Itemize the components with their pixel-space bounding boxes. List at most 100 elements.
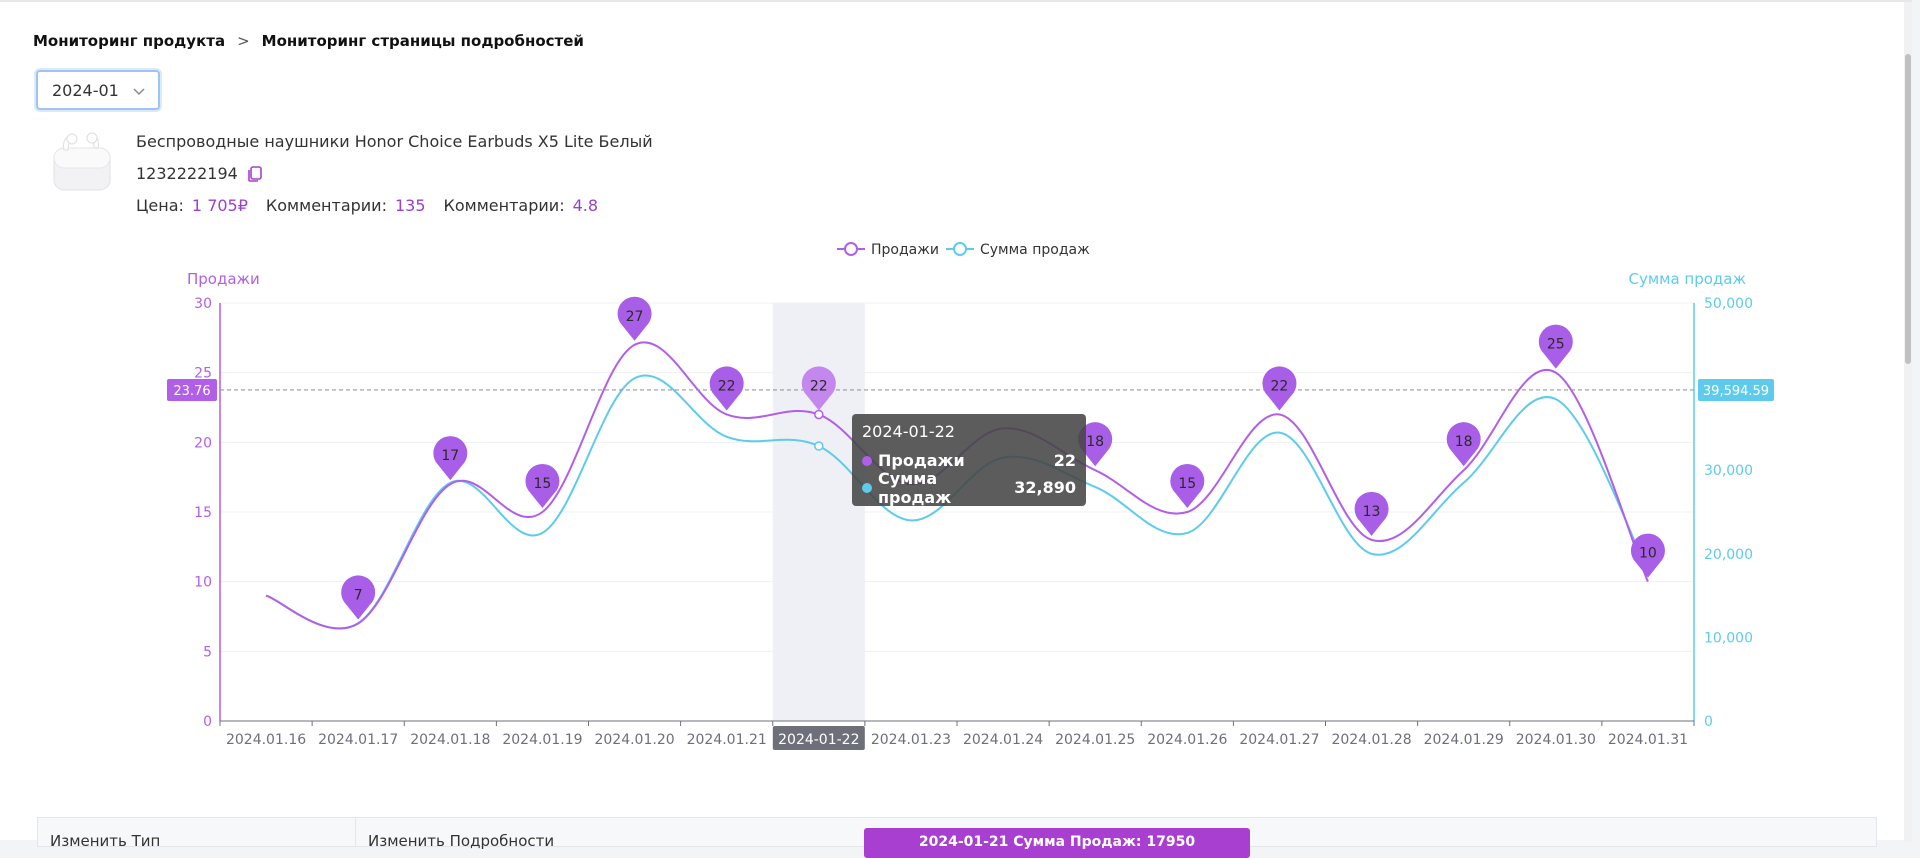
price-label: Цена: [136,196,184,215]
data-pin [1630,533,1665,578]
data-pin-label: 22 [718,378,736,394]
data-pin [801,366,836,411]
page-scrollbar[interactable] [1904,2,1912,842]
tooltip-row-value: 32,890 [1014,478,1076,497]
y-left-axis-title: Продажи [187,270,260,288]
data-pin-label: 25 [1547,337,1565,353]
x-tick-label: 2024.01.26 [1147,732,1227,748]
breadcrumb-item-product-monitoring[interactable]: Мониторинг продукта [33,32,226,50]
x-tick-label: 2024.01.28 [1331,732,1411,748]
y-left-tick-label: 5 [203,644,212,660]
data-pin [1170,463,1205,508]
legend-label: Продажи [871,242,939,258]
chevron-down-icon [133,88,145,96]
comments-value: 135 [394,196,426,215]
data-pin-label: 22 [1271,378,1289,394]
tooltip-row-name: Продажи [878,451,965,470]
rating-label: Комментарии: [443,196,565,215]
y-right-axis-title: Сумма продаж [1628,270,1746,288]
comments-label: Комментарии: [265,196,387,215]
product-name: Беспроводные наушники Honor Choice Earbu… [136,132,653,151]
data-pin [1078,422,1113,467]
month-select[interactable]: 2024-01 [36,70,160,110]
x-tick-label: 2024.01.21 [687,732,767,748]
breadcrumb: Мониторинг продукта > Мониторинг страниц… [33,32,584,50]
x-tick-label: 2024.01.25 [1055,732,1135,748]
month-select-value: 2024-01 [52,80,119,100]
hover-point-sales [814,409,824,420]
legend-label: Сумма продаж [980,242,1090,258]
product-meta: Цена: 1 705₽ Комментарии: 135 Комментари… [136,196,616,215]
sales-dot-icon [862,455,872,466]
y-right-tick-label: 50,000 [1704,296,1753,312]
y-left-tick-label: 0 [203,714,212,730]
y-left-tick-label: 15 [194,505,212,521]
y-right-tick-label: 0 [1704,714,1713,730]
data-pin-label: 15 [534,476,552,492]
x-tick-label: 2024-01-22 [778,732,859,748]
tooltip-row-amount: Сумма продаж 32,890 [862,469,1076,507]
tooltip-row-name: Сумма продаж [878,468,952,507]
hover-point-amount [814,441,824,451]
legend-marker-icon [844,242,858,256]
y-right-tick-label: 10,000 [1704,630,1753,646]
x-tick-label: 2024.01.24 [963,732,1043,748]
change-badge[interactable]: 2024-01-21 Сумма Продаж: 17950 [864,828,1250,858]
y-left-tick-label: 10 [194,575,212,591]
scrollbar-thumb[interactable] [1905,54,1911,364]
chart-svg: 051015202530010,00020,00030,00040,00050,… [167,242,1774,750]
data-pin [617,296,652,341]
x-tick-label: 2024.01.30 [1516,732,1596,748]
column-header-change-type: Изменить Тип [38,818,356,850]
data-pin [1538,324,1573,369]
data-pin-label: 27 [626,309,644,325]
x-tick-label: 2024.01.31 [1608,732,1688,748]
x-tick-label: 2024.01.17 [318,732,398,748]
data-pin-label: 17 [441,448,459,464]
data-pin-label: 22 [810,378,828,394]
data-pin-label: 18 [1086,434,1104,450]
sales-chart: 051015202530010,00020,00030,00040,00050,… [0,2,1912,762]
data-pin [1446,422,1481,467]
x-tick-label: 2024.01.19 [502,732,582,748]
average-label-right: 39,594.59 [1703,384,1769,399]
chart-tooltip: 2024-01-22 Продажи 22 Сумма продаж 32,89… [852,414,1086,507]
y-left-tick-label: 30 [194,296,212,312]
x-tick-label: 2024.01.27 [1239,732,1319,748]
data-pin [433,436,468,481]
data-pin [1354,491,1389,536]
average-label-left: 23.76 [173,384,210,399]
amount-dot-icon [862,482,872,493]
data-pin [525,463,560,508]
tooltip-title: 2024-01-22 [862,422,955,441]
x-highlight-label-bg [772,726,865,750]
data-pin [1262,366,1297,411]
rating-value: 4.8 [572,196,599,215]
legend-marker-icon [953,242,967,256]
copy-icon[interactable] [246,165,264,183]
product-id: 1232222194 [136,164,264,183]
x-tick-label: 2024.01.16 [226,732,306,748]
x-tick-label: 2024.01.20 [594,732,674,748]
data-pin-label: 13 [1363,504,1381,520]
data-pin [709,366,744,411]
average-label-right-bg [1698,378,1774,401]
x-tick-label: 2024.01.18 [410,732,490,748]
y-right-tick-label: 30,000 [1704,463,1753,479]
product-id-value: 1232222194 [136,164,238,183]
data-pin [341,575,376,620]
average-label-left-bg [167,378,217,401]
product-image [53,132,111,191]
tooltip-row-value: 22 [1053,451,1076,470]
x-tick-label: 2024.01.23 [871,732,951,748]
data-pin-label: 18 [1455,434,1473,450]
price-value: 1 705₽ [191,196,248,215]
x-tick-label: 2024.01.29 [1424,732,1504,748]
breadcrumb-separator: > [237,32,250,50]
data-pin-label: 7 [354,587,363,603]
y-left-tick-label: 25 [194,366,212,382]
data-pin-label: 15 [1178,476,1196,492]
tooltip-row-sales: Продажи 22 [862,447,1076,474]
breadcrumb-item-detail-monitoring: Мониторинг страницы подробностей [261,32,584,50]
